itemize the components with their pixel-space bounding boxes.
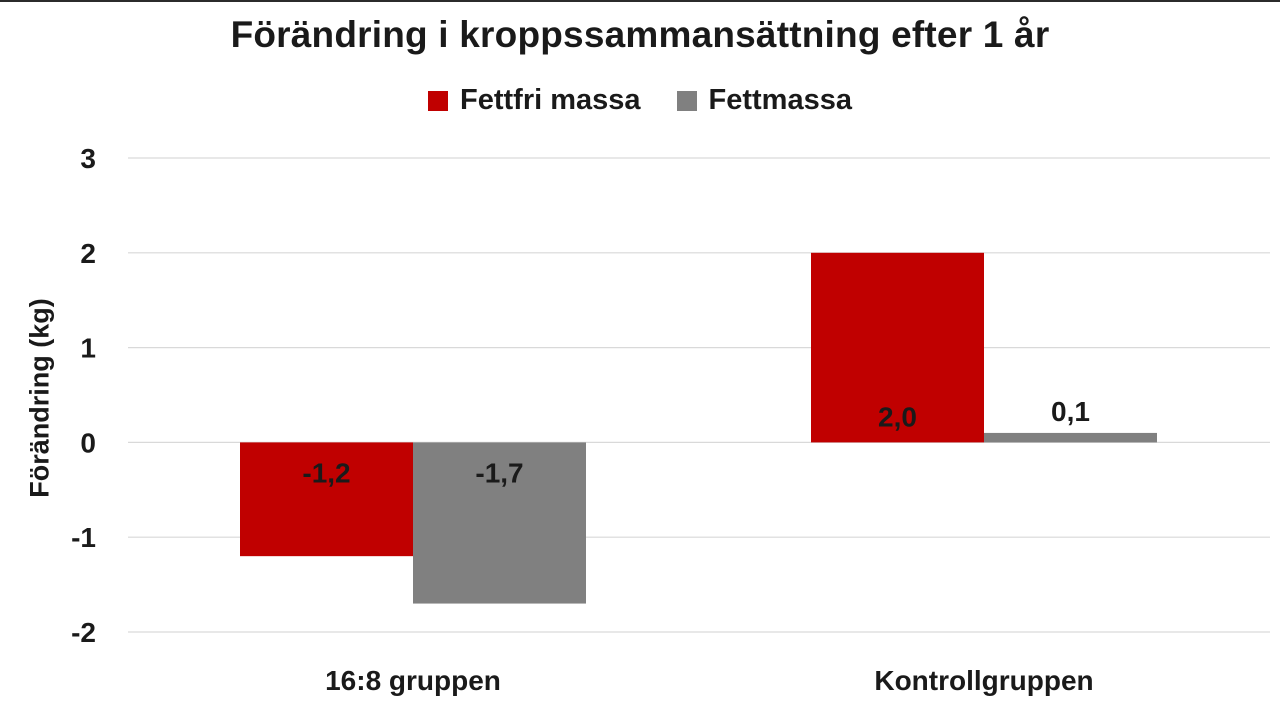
data-label: -1,7 xyxy=(475,457,523,488)
legend-item-fettmassa: Fettmassa xyxy=(676,84,852,117)
bar-fettfri-massa xyxy=(811,252,984,443)
y-tick-label: -2 xyxy=(71,617,96,648)
chart-title: Förändring i kroppssammansättning efter … xyxy=(230,14,1050,55)
legend-item-fettfri-massa: Fettfri massa xyxy=(428,84,641,117)
data-label: 0,1 xyxy=(1051,396,1090,427)
x-tick-label: Kontrollgruppen xyxy=(874,665,1093,696)
legend-swatch-fettfri-massa xyxy=(428,90,448,111)
legend-label-fettfri-massa: Fettfri massa xyxy=(460,84,641,116)
legend-swatch-fettmassa xyxy=(676,90,697,111)
x-tick-label: 16:8 gruppen xyxy=(325,665,501,696)
legend-label-fettmassa: Fettmassa xyxy=(708,84,852,116)
y-tick-label: -1 xyxy=(71,522,96,553)
bar-fettfri-massa xyxy=(240,442,413,557)
y-tick-label: 0 xyxy=(80,427,96,458)
y-tick-label: 3 xyxy=(80,143,96,174)
data-label: 2,0 xyxy=(878,401,917,432)
bar-fettmassa xyxy=(413,442,586,604)
y-tick-label: 2 xyxy=(80,238,96,269)
top-border xyxy=(0,0,1280,2)
bar-fettmassa xyxy=(984,432,1157,443)
legend: Fettfri massa Fettmassa xyxy=(0,84,1280,117)
data-label: -1,2 xyxy=(302,457,350,488)
y-tick-label: 1 xyxy=(80,333,96,364)
